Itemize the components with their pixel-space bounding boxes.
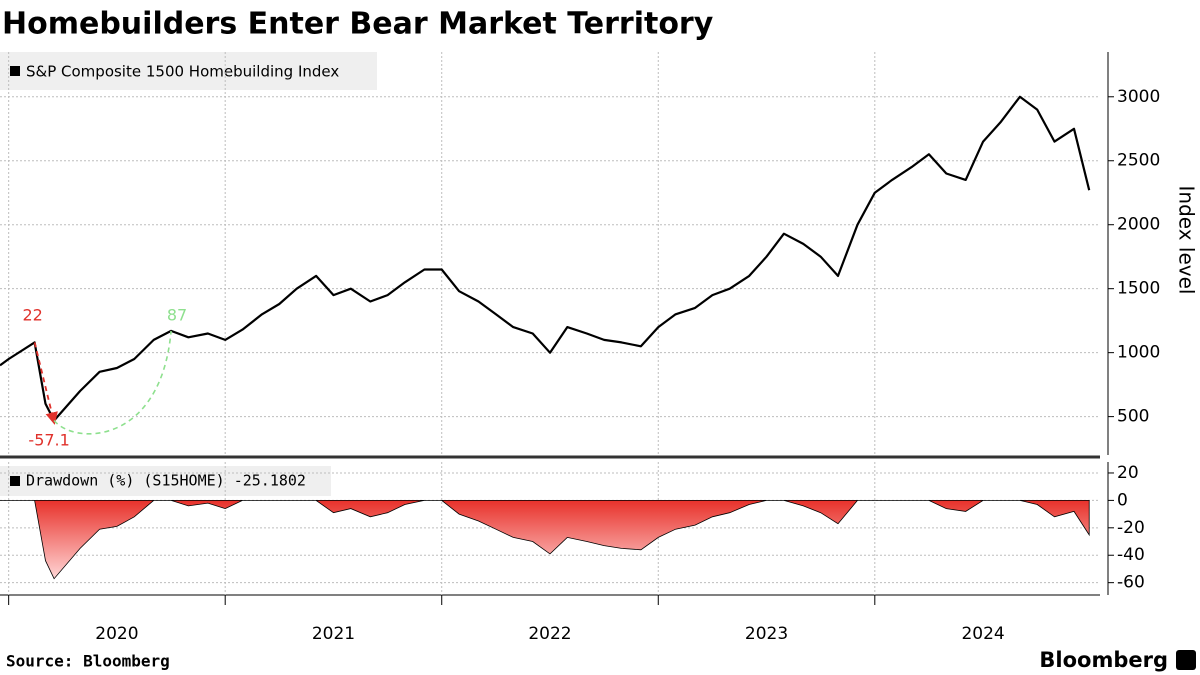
- annotation: 22: [22, 306, 42, 325]
- legend-box: [0, 466, 331, 496]
- legend-label: Drawdown (%) (S15HOME) -25.1802: [26, 472, 306, 490]
- chart-title: Homebuilders Enter Bear Market Territory: [2, 7, 714, 42]
- annotation: 87: [167, 306, 187, 325]
- recovery-curve: [53, 330, 172, 435]
- drawdown-area: [0, 500, 1090, 580]
- x-tick-label: 2022: [528, 624, 571, 644]
- y-tick-label: 1500: [1117, 279, 1160, 299]
- y-tick-label: -40: [1117, 545, 1145, 565]
- source: Source: Bloomberg: [6, 652, 170, 671]
- y-tick-label: 1000: [1117, 343, 1160, 363]
- y-tick-label: 3000: [1117, 87, 1160, 107]
- legend-box: [0, 52, 377, 90]
- y-tick-label: -60: [1117, 573, 1145, 593]
- annotation: -57.1: [28, 431, 69, 450]
- y-tick-label: 2500: [1117, 151, 1160, 171]
- index-line: [0, 95, 1091, 422]
- y-tick-label: 0: [1117, 490, 1128, 510]
- legend-label: S&P Composite 1500 Homebuilding Index: [26, 63, 339, 81]
- legend-swatch: [10, 66, 20, 76]
- brand-icon: [1176, 650, 1196, 670]
- x-tick-label: 2023: [745, 624, 788, 644]
- y-tick-label: -20: [1117, 518, 1145, 538]
- y-tick-label: 2000: [1117, 215, 1160, 235]
- brand: Bloomberg: [1039, 648, 1168, 672]
- y-axis-title: Index level: [1175, 186, 1199, 295]
- y-tick-label: 500: [1117, 407, 1149, 427]
- decline-arrow: [33, 342, 58, 425]
- x-tick-label: 2021: [312, 624, 355, 644]
- legend-swatch: [10, 476, 20, 486]
- x-tick-label: 2020: [95, 624, 138, 644]
- y-tick-label: 20: [1117, 463, 1139, 483]
- x-tick-label: 2024: [961, 624, 1004, 644]
